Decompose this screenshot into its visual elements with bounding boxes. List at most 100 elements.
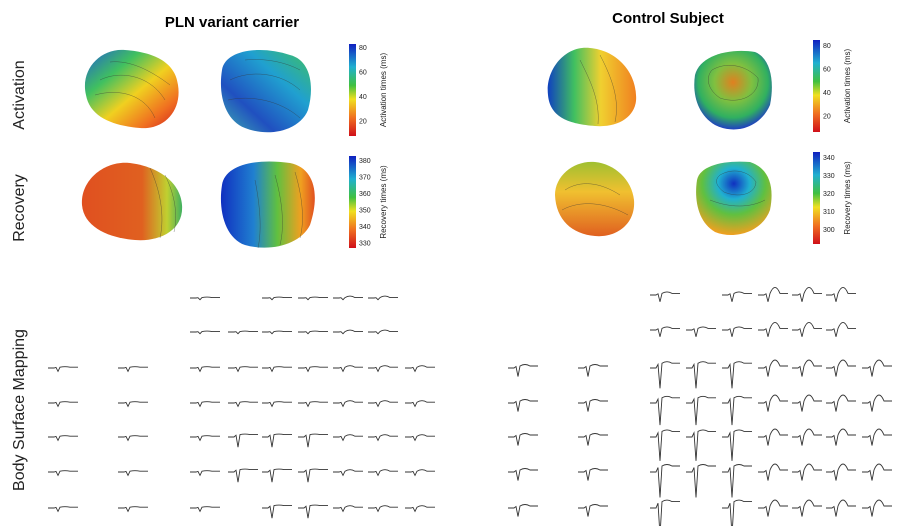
ecg-trace [578, 399, 608, 412]
ecg-trace [826, 359, 856, 377]
ecg-trace [190, 366, 220, 373]
ecg-trace [826, 428, 856, 446]
ecg-trace [826, 499, 856, 517]
ecg-trace [758, 394, 788, 412]
colorbar-tick-label: 60 [823, 66, 831, 73]
ecg-trace [298, 433, 328, 448]
ecg-trace [650, 361, 680, 389]
colorbar-tick-label: 310 [823, 209, 835, 216]
ecg-trace [118, 470, 148, 477]
ecg-trace [722, 464, 752, 498]
ecg-trace [758, 428, 788, 446]
ecg-trace [862, 359, 892, 377]
ecg-trace [333, 295, 363, 301]
ecg-trace [578, 364, 608, 377]
ecg-trace [333, 365, 363, 373]
colorbar-tick-label: 80 [823, 43, 831, 50]
ecg-trace [792, 321, 822, 337]
row-label: Body Surface Mapping [11, 329, 28, 491]
ecg-trace [298, 296, 328, 301]
contour [149, 167, 176, 239]
colorbar [813, 40, 820, 132]
ecg-trace [190, 296, 220, 301]
ecg-trace [333, 469, 363, 477]
ecg-trace [262, 504, 292, 519]
ecg-trace [190, 435, 220, 442]
ecg-trace [722, 291, 752, 302]
pln-title: PLN variant carrier [165, 14, 299, 31]
ecg-trace [298, 366, 328, 373]
ecg-trace [686, 361, 716, 389]
ecg-trace [758, 463, 788, 481]
ecg-trace [792, 359, 822, 377]
ecg-trace [792, 499, 822, 517]
colorbar-tick-label: 60 [359, 69, 367, 76]
ecg-trace [405, 365, 435, 373]
ecg-trace [118, 366, 148, 373]
ecg-trace [650, 326, 680, 337]
colorbar-tick-label: 80 [359, 45, 367, 52]
ecg-trace [262, 468, 292, 483]
ecg-trace [190, 470, 220, 477]
ecg-trace [508, 468, 538, 481]
colorbar-label: Activation times (ms) [379, 53, 388, 128]
body-surface-maps [48, 286, 892, 526]
ecg-trace [758, 359, 788, 377]
ecg-trace [118, 435, 148, 442]
ecg-trace [262, 366, 292, 373]
ecg-trace [298, 468, 328, 483]
ecg-trace [368, 329, 398, 335]
ecg-trace [722, 429, 752, 461]
ecg-trace [190, 330, 220, 335]
ecg-trace [862, 394, 892, 412]
ecg-trace [333, 505, 363, 513]
row-label: Recovery [11, 174, 28, 242]
ecg-trace [405, 505, 435, 513]
ecg-trace [262, 296, 292, 301]
ecg-trace [228, 366, 258, 373]
ecg-trace [48, 435, 78, 442]
ecg-trace [228, 401, 258, 408]
heart-maps [81, 47, 772, 249]
ecg-trace [686, 326, 716, 337]
ecg-trace [48, 470, 78, 477]
ecg-trace [722, 361, 752, 389]
colorbar-tick-label: 330 [359, 240, 371, 247]
ecg-trace [405, 434, 435, 442]
ecg-trace [650, 291, 680, 302]
contour [708, 65, 759, 101]
ecg-trace [333, 400, 363, 408]
colorbar-tick-label: 40 [823, 90, 831, 97]
ecg-trace [792, 286, 822, 302]
ecg-trace [686, 395, 716, 426]
ecg-trace [262, 330, 292, 335]
ecg-trace [298, 401, 328, 408]
ecg-trace [228, 468, 258, 483]
colorbar-tick-label: 350 [359, 207, 371, 214]
ecg-trace [862, 428, 892, 446]
ecg-trace [368, 469, 398, 477]
ecg-trace [722, 326, 752, 337]
ecg-trace [722, 395, 752, 426]
colorbar [349, 156, 356, 248]
ecg-trace [758, 321, 788, 337]
colorbar-tick-label: 360 [359, 191, 371, 198]
heart [220, 50, 311, 133]
ecg-trace [650, 464, 680, 498]
colorbar-tick-label: 370 [359, 174, 371, 181]
colorbar [349, 44, 356, 136]
ecg-trace [650, 395, 680, 426]
ecg-trace [48, 401, 78, 408]
colorbar-tick-label: 340 [823, 155, 835, 162]
ecg-trace [368, 365, 398, 373]
ecg-trace [792, 394, 822, 412]
ecg-trace [792, 463, 822, 481]
ecg-trace [298, 330, 328, 335]
heart [220, 161, 315, 248]
ecg-trace [792, 428, 822, 446]
ecg-trace [508, 399, 538, 412]
ecg-trace [578, 433, 608, 446]
ecg-trace [826, 321, 856, 337]
ecg-trace [826, 463, 856, 481]
